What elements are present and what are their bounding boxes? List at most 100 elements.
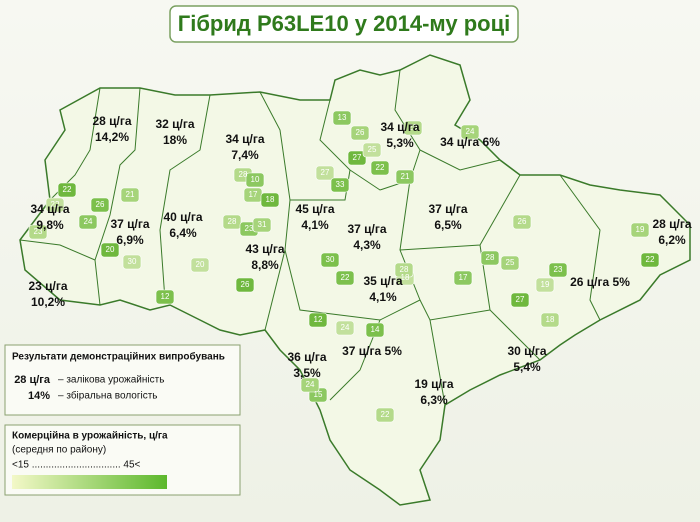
district-label: 33: [336, 180, 345, 189]
district-patch: [394, 262, 414, 278]
district-label: 12: [161, 292, 170, 301]
legend-yield-text: – залікова урожайність: [58, 375, 164, 386]
district-label: 30: [128, 257, 137, 266]
district-label: 26: [356, 128, 365, 137]
district-patch: [300, 377, 320, 393]
district-label: 28: [228, 217, 237, 226]
district-label: 28: [400, 265, 409, 274]
district-patch: [480, 250, 500, 266]
district-patch: [28, 224, 48, 240]
region-label: 34 ц/га: [380, 120, 419, 134]
district-label: 24: [84, 217, 93, 226]
region-label: 4,1%: [301, 218, 329, 232]
district-patch: [308, 312, 328, 328]
district-label: 24: [466, 127, 475, 136]
district-patch: [395, 169, 415, 185]
region-label: 3,5%: [293, 366, 321, 380]
district-patch: [90, 197, 110, 213]
region-label: 36 ц/га: [287, 350, 326, 364]
region-label: 9,8%: [36, 218, 64, 232]
region-label: 6,3%: [420, 393, 448, 407]
legend-moisture-text: – збіральна вологість: [58, 390, 158, 402]
legend-results-title: Результати демонстраційних випробувань: [12, 351, 225, 363]
district-patch: [512, 214, 532, 230]
region-label: 6,9%: [116, 233, 144, 247]
district-label: 31: [258, 220, 267, 229]
district-label: 17: [249, 190, 258, 199]
district-label: 22: [63, 185, 72, 194]
region-label: 37 ц/га: [110, 217, 149, 231]
district-patch: [362, 142, 382, 158]
district-label: 18: [401, 273, 410, 282]
district-patch: [335, 270, 355, 286]
district-patch: [548, 262, 568, 278]
region-label: 40 ц/га: [163, 210, 202, 224]
district-label: 20: [106, 245, 115, 254]
title: Гібрид P63LE10 у 2014-му році: [178, 11, 511, 36]
region-label: 37 ц/га: [428, 202, 467, 216]
district-patch: [57, 182, 77, 198]
district-patch: [235, 277, 255, 293]
region-label: 35 ц/га: [363, 274, 402, 288]
district-patch: [315, 165, 335, 181]
district-patch: [222, 214, 242, 230]
district-label: 28: [486, 253, 495, 262]
district-patch: [335, 320, 355, 336]
district-patch: [78, 214, 98, 230]
district-label: 18: [266, 195, 275, 204]
district-label: 17: [459, 273, 468, 282]
region-borders: [19, 69, 601, 406]
legend-moisture-example: 14%: [28, 390, 50, 402]
region-label: 18%: [163, 133, 187, 147]
district-label: 22: [51, 200, 60, 209]
region-label: 45 ц/га: [295, 202, 334, 216]
district-label: 20: [196, 260, 205, 269]
region-label: 6,4%: [169, 226, 197, 240]
district-label: 29: [409, 123, 418, 132]
district-patch: [510, 292, 530, 308]
region-labels: 28 ц/га 14,2% 32 ц/га 18% 34 ц/га 7,4% 34 ц/га…: [28, 114, 691, 407]
district-label: 23: [245, 224, 254, 233]
district-label: 22: [646, 255, 655, 264]
district-label: 19: [541, 280, 550, 289]
district-patch: [460, 124, 480, 140]
district-label: 28: [239, 170, 248, 179]
district-label: 27: [353, 153, 362, 162]
legend-yield-example: 28 ц/га: [14, 374, 51, 386]
legend-commercial-subtitle: (середня по району): [12, 445, 106, 456]
district-patch: [640, 252, 660, 268]
district-patch: [120, 187, 140, 203]
region-label: 10,2%: [31, 295, 65, 309]
district-patch: [370, 160, 390, 176]
district-label: 22: [341, 273, 350, 282]
region-label: 6,5%: [434, 218, 462, 232]
region-label: 43 ц/га: [245, 242, 284, 256]
district-label: 24: [306, 380, 315, 389]
district-label: 15: [314, 390, 323, 399]
district-label: 26: [241, 280, 250, 289]
district-patch: [365, 322, 385, 338]
district-patch: [350, 125, 370, 141]
district-patch: [245, 172, 265, 188]
region-label: 28 ц/га: [652, 217, 691, 231]
region-label: 34 ц/га 6%: [440, 135, 500, 149]
region-label: 6,2%: [658, 233, 686, 247]
legend-gradient: [12, 475, 167, 489]
legend-results-box: [4, 344, 241, 416]
region-label: 19 ц/га: [414, 377, 453, 391]
legend-scale-text: <15 ................................ 45<: [12, 460, 141, 471]
region-label: 5,3%: [386, 136, 414, 150]
district-label: 13: [338, 113, 347, 122]
district-label: 12: [314, 315, 323, 324]
district-patch: [453, 270, 473, 286]
district-label: 23: [554, 265, 563, 274]
region-label: 37 ц/га 5%: [342, 344, 402, 358]
district-label: 22: [381, 410, 390, 419]
region-label: 34 ц/га: [225, 132, 264, 146]
region-label: 4,1%: [369, 290, 397, 304]
region-label: 32 ц/га: [155, 117, 194, 131]
district-patch: [535, 277, 555, 293]
district-patch: [252, 217, 272, 233]
